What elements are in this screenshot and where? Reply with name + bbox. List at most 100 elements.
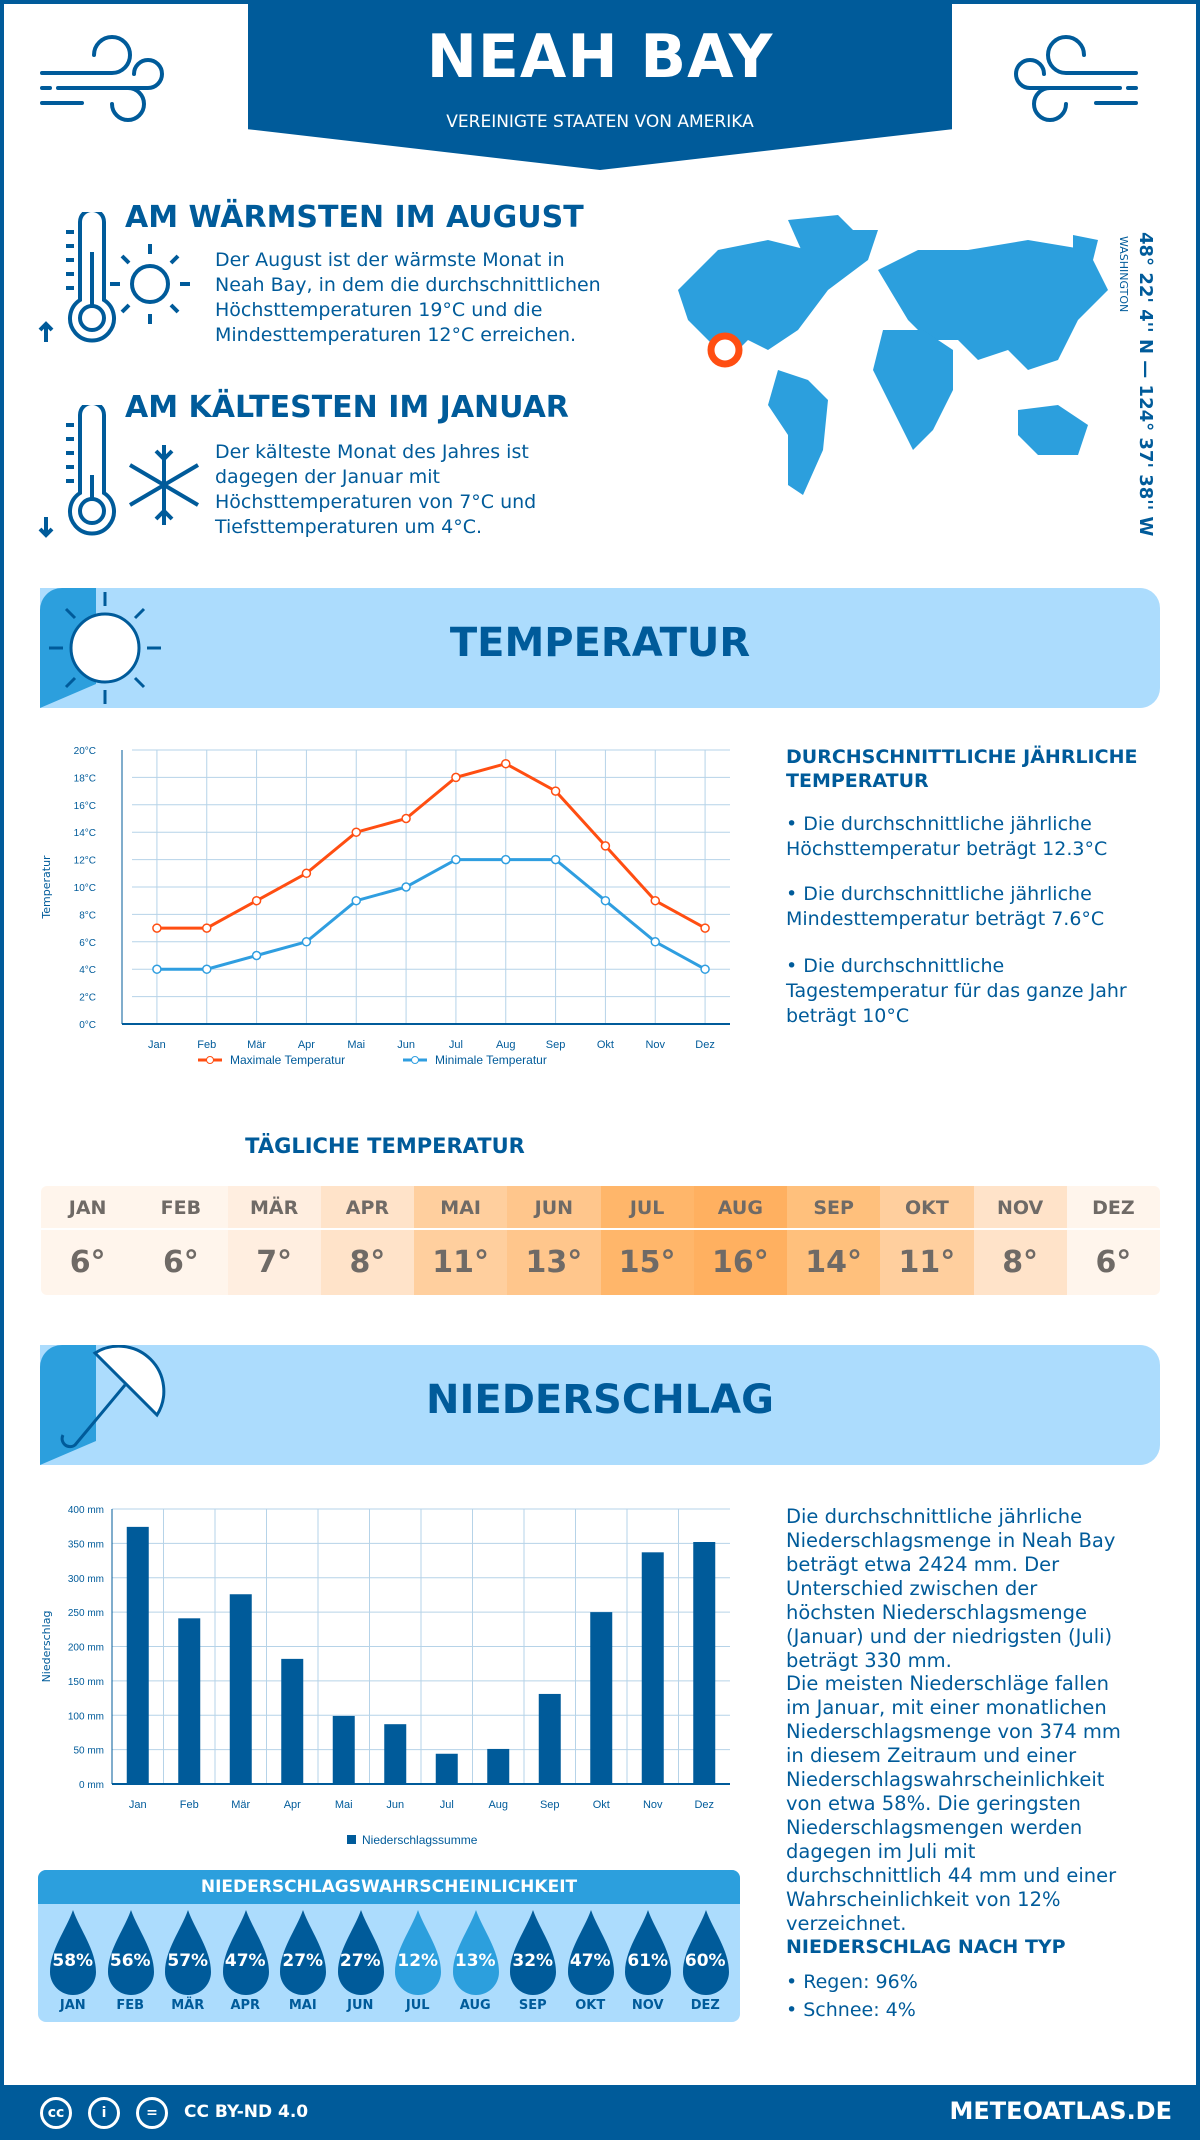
x-tick-label: Apr (284, 1799, 301, 1811)
warmest-heading: AM WÄRMSTEN IM AUGUST (125, 200, 584, 235)
y-tick-label: 16°C (74, 801, 96, 812)
data-point (650, 937, 660, 947)
daily-temp-cell: DEZ 6° (1066, 1186, 1160, 1295)
probability-month: AUG (459, 1998, 491, 2013)
license-label: CC BY-ND 4.0 (184, 2102, 309, 2122)
legend-label: Maximale Temperatur (230, 1053, 345, 1067)
y-tick-label: 150 mm (68, 1677, 104, 1688)
x-tick-label: Nov (643, 1799, 663, 1811)
y-tick-label: 0°C (79, 1020, 96, 1031)
precipitation-title: NIEDERSCHLAG (426, 1377, 774, 1423)
daily-month: MÄR (227, 1186, 321, 1230)
daily-month: APR (320, 1186, 414, 1230)
sun-icon (49, 592, 161, 704)
legend-label: Niederschlagssumme (362, 1833, 478, 1847)
site-link[interactable]: METEOATLAS.DE (949, 2097, 1172, 2125)
x-tick-label: Dez (695, 1039, 715, 1051)
bar (693, 1542, 716, 1784)
daily-temp-cell: APR 8° (320, 1186, 414, 1295)
page-title: NEAH BAY (426, 22, 774, 92)
legend-marker (411, 1056, 419, 1064)
data-point (600, 841, 611, 851)
daily-value: 13° (525, 1245, 583, 1280)
umbrella-icon (60, 1345, 166, 1449)
y-tick-label: 200 mm (68, 1643, 104, 1654)
x-tick-label: Jan (129, 1799, 147, 1811)
thermometer-cold-icon (38, 405, 200, 538)
data-point (550, 854, 561, 865)
daily-value: 16° (712, 1245, 769, 1280)
probability-value: 58% (52, 1951, 94, 1971)
data-point (301, 868, 312, 879)
probability-value: 57% (167, 1951, 209, 1971)
country-subtitle: VEREINIGTE STAATEN VON AMERIKA (446, 112, 754, 132)
probability-drop: 32% SEP (504, 1904, 562, 2022)
data-point (700, 964, 710, 974)
daily-temp-cell: JUL 15° (600, 1186, 694, 1295)
x-tick-label: Feb (180, 1799, 199, 1811)
data-point (202, 964, 212, 974)
data-point (451, 772, 461, 783)
series-line-0 (156, 762, 706, 930)
by-icon: i (88, 2097, 120, 2129)
x-tick-label: Okt (593, 1799, 610, 1811)
probability-drop: 27% MAI (274, 1904, 332, 2022)
raindrop-icon (107, 1910, 154, 1995)
probability-value: 47% (569, 1951, 611, 1971)
daily-value: 6° (162, 1245, 199, 1280)
data-point (600, 895, 611, 906)
temperature-chart: 0°C 2°C 4°C 6°C 8°C 10°C 12°C 14°C 16°C 18°C 20°C J… (40, 746, 730, 1067)
precip-text-1: Die durchschnittliche jährliche Niedersc… (786, 1505, 1116, 1672)
data-point (152, 964, 162, 974)
data-point (451, 854, 461, 865)
probability-month: SEP (518, 1998, 547, 2013)
x-tick-label: Sep (540, 1799, 560, 1811)
probability-month: JUN (347, 1998, 374, 2013)
data-point (152, 923, 162, 933)
y-tick-label: 350 mm (68, 1539, 104, 1550)
daily-temp-title: TÄGLICHE TEMPERATUR (245, 1134, 525, 1158)
nd-icon: = (136, 2097, 168, 2129)
daily-month: AUG (693, 1186, 787, 1230)
temperature-banner: TEMPERATUR (40, 588, 1160, 708)
cc-icon: cc (40, 2097, 72, 2129)
probability-value: 32% (512, 1951, 554, 1971)
y-tick-label: 18°C (74, 773, 96, 784)
data-point (351, 827, 361, 837)
bar (487, 1748, 510, 1784)
data-point (700, 923, 710, 933)
daily-temp-cell: NOV 8° (973, 1186, 1067, 1295)
daily-value: 8° (1002, 1245, 1039, 1280)
x-tick-label: Jun (397, 1039, 415, 1051)
raindrop-icon (222, 1910, 269, 1995)
wind-icon (1014, 35, 1138, 122)
x-tick-label: Dez (694, 1799, 714, 1811)
daily-month: NOV (973, 1186, 1067, 1230)
x-tick-label: Mai (347, 1039, 365, 1051)
probability-value: 27% (282, 1951, 324, 1971)
daily-temp-cell: AUG 16° (693, 1186, 787, 1295)
x-tick-label: Aug (488, 1799, 508, 1811)
data-point (501, 854, 511, 865)
y-tick-label: 50 mm (73, 1746, 104, 1757)
y-tick-label: 6°C (79, 938, 96, 949)
daily-month: FEB (134, 1186, 228, 1230)
world-map (678, 215, 1108, 495)
probability-month: OKT (575, 1998, 606, 2013)
y-tick-label: 12°C (74, 856, 96, 867)
x-tick-label: Nov (645, 1039, 665, 1051)
x-tick-label: Jun (386, 1799, 404, 1811)
bar (435, 1753, 458, 1784)
probability-drop: 61% NOV (619, 1904, 677, 2022)
y-tick-label: 250 mm (68, 1608, 104, 1619)
bar (229, 1594, 252, 1784)
series-line-1 (156, 858, 706, 971)
raindrop-icon (567, 1910, 614, 1995)
data-point (351, 895, 361, 906)
x-tick-label: Mai (335, 1799, 353, 1811)
probability-value: 60% (684, 1951, 726, 1971)
x-tick-label: Jan (148, 1039, 166, 1051)
bar (126, 1526, 149, 1784)
bar (281, 1658, 304, 1784)
daily-month: OKT (880, 1186, 974, 1230)
